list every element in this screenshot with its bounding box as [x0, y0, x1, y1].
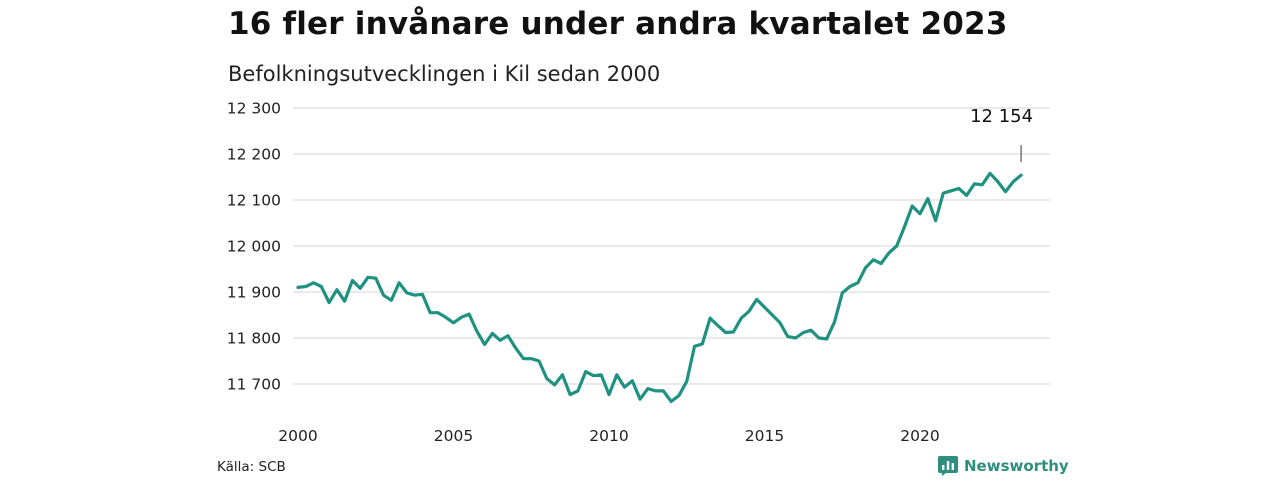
x-tick-label: 2000 [278, 427, 317, 445]
x-axis-labels: 2000 2005 2010 2015 2020 [278, 427, 939, 445]
y-axis-labels: 11 700 11 800 11 900 12 000 12 100 12 200 12 3… [227, 100, 281, 394]
chart-subtitle: Befolkningsutvecklingen i Kil sedan 2000 [228, 62, 661, 86]
y-tick-label: 11 700 [227, 376, 281, 394]
x-tick-label: 2005 [434, 427, 473, 445]
brand-logo: Newsworthy [938, 456, 1069, 476]
y-tick-label: 11 900 [227, 284, 281, 302]
y-tick-label: 12 000 [227, 238, 281, 256]
end-annotation: 12 154 [970, 106, 1033, 163]
series-line [296, 171, 1023, 404]
x-tick-label: 2020 [900, 427, 939, 445]
end-value-label: 12 154 [970, 106, 1033, 127]
brand-name: Newsworthy [964, 457, 1069, 475]
x-tick-label: 2010 [589, 427, 628, 445]
y-tick-label: 12 200 [227, 146, 281, 164]
y-tick-label: 11 800 [227, 330, 281, 348]
source-note: Källa: SCB [217, 459, 286, 475]
y-tick-label: 12 100 [227, 192, 281, 210]
chart-title: 16 fler invånare under andra kvartalet 2… [228, 6, 1008, 42]
y-tick-label: 12 300 [227, 100, 281, 118]
newsworthy-logo-icon [938, 456, 958, 476]
grid-lines [293, 107, 1050, 385]
population-series [296, 171, 1023, 404]
x-tick-label: 2015 [745, 427, 784, 445]
